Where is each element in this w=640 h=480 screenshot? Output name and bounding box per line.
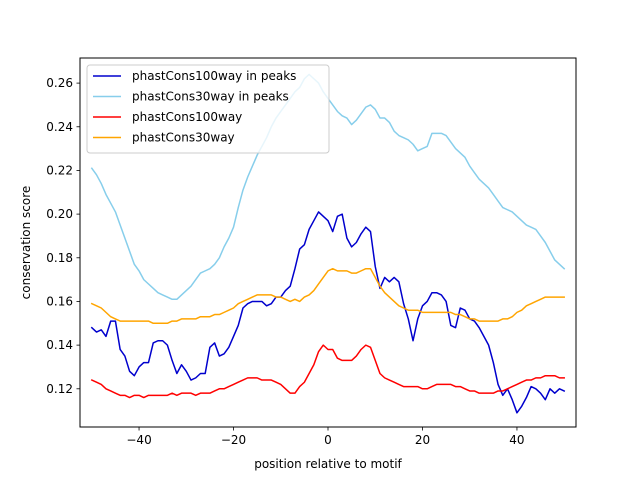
x-tick-label: −20 (221, 433, 246, 447)
x-tick-label: 20 (415, 433, 430, 447)
series-line-0 (90, 211, 566, 414)
x-axis: −40 −20 0 20 40 (126, 427, 525, 447)
x-tick-label: 40 (509, 433, 524, 447)
y-tick-label: 0.12 (46, 382, 73, 396)
x-tick-label: −40 (126, 433, 151, 447)
x-axis-label: position relative to motif (254, 457, 402, 471)
y-axis: 0.12 0.14 0.16 0.18 0.20 0.22 0.24 0.26 (46, 76, 80, 396)
y-tick-label: 0.26 (46, 76, 73, 90)
x-tick-label: 0 (324, 433, 332, 447)
y-tick-label: 0.22 (46, 163, 73, 177)
legend-label-1: phastCons30way in peaks (132, 90, 289, 104)
legend: phastCons100way in peaks phastCons30way i… (86, 64, 330, 154)
y-tick-label: 0.20 (46, 207, 73, 221)
series-line-2 (90, 344, 565, 399)
y-axis-label: conservation score (19, 186, 33, 300)
y-tick-label: 0.18 (46, 251, 73, 265)
legend-box (86, 64, 330, 154)
y-tick-label: 0.16 (46, 294, 73, 308)
y-tick-label: 0.24 (46, 120, 73, 134)
legend-label-0: phastCons100way in peaks (132, 69, 296, 83)
series-line-3 (90, 267, 565, 325)
legend-label-2: phastCons100way (132, 110, 242, 124)
y-tick-label: 0.14 (46, 338, 73, 352)
legend-label-3: phastCons30way (132, 131, 235, 145)
